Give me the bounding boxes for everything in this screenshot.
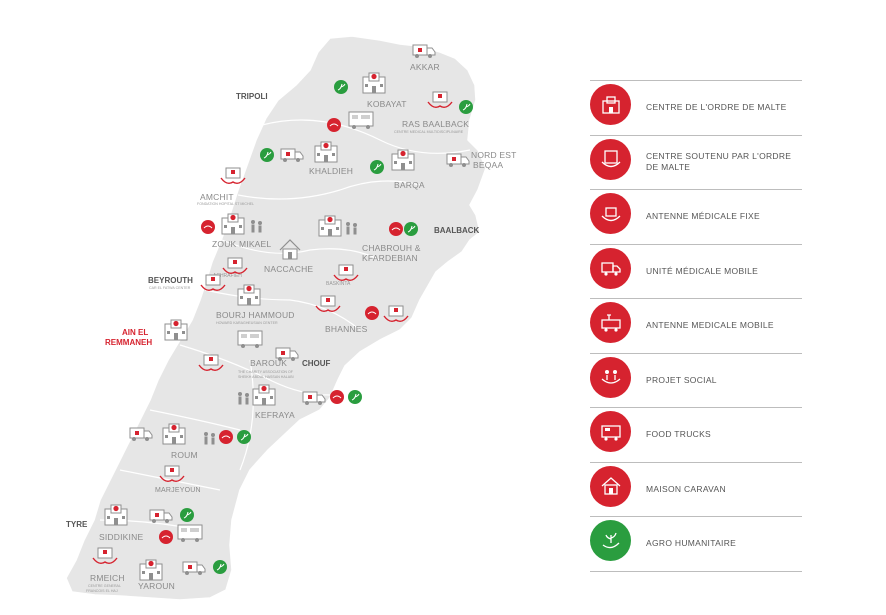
social-project-icon <box>329 389 345 405</box>
social-project-icon <box>218 429 234 445</box>
fixed-antenna-icon <box>220 167 246 185</box>
location-amchit: AMCHIT <box>200 192 234 202</box>
location-kobayat: KOBAYAT <box>367 99 407 109</box>
region-label-beyrouth: BEYROUTH <box>148 276 193 285</box>
house-icon <box>590 465 631 507</box>
location-chabrouh: CHABROUH & <box>362 243 421 253</box>
agro-icon <box>259 147 275 163</box>
location-rmeich-sub-1: CENTRE GENERAL <box>88 584 121 588</box>
legend-item: ANTENNE MÉDICALE FIXE <box>590 189 802 244</box>
social-project-icon <box>158 529 174 545</box>
region-label-tripoli: TRIPOLI <box>236 92 268 101</box>
location-amchit-sub: FONDATION HOPITAL ST MICHEL <box>197 202 254 206</box>
mobile-antenna-icon <box>590 302 631 343</box>
region-label-chouf: CHOUF <box>302 359 331 368</box>
location-yaroun: YAROUN <box>138 581 175 591</box>
agro-icon <box>347 389 363 405</box>
location-akkar: AKKAR <box>410 62 440 72</box>
legend-label: CENTRE SOUTENU PAR L'ORDRE DE MALTE <box>646 151 792 172</box>
legend-item: CENTRE SOUTENU PAR L'ORDRE DE MALTE <box>590 134 802 190</box>
location-siddikine: SIDDIKINE <box>99 532 143 542</box>
fixed-antenna-icon <box>590 193 631 234</box>
location-baskinta: BASKINTA <box>326 281 351 287</box>
social-project-icon <box>590 356 631 398</box>
legend-label: AGRO HUMANITAIRE <box>646 538 737 548</box>
lebanon-map: TRIPOLI BAALBACK BEYROUTH CAR EL FATWA C… <box>65 35 517 601</box>
agro-icon <box>212 559 228 575</box>
location-bhannes: BHANNES <box>325 324 368 334</box>
legend-item: MAISON CARAVAN <box>590 461 802 517</box>
legend-item: ANTENNE MEDICALE MOBILE <box>590 298 802 353</box>
legend-item: UNITÉ MÉDICALE MOBILE <box>590 243 802 299</box>
location-nord-est: NORD EST <box>471 150 517 160</box>
location-marjeyoun: MARJEYOUN <box>155 487 201 494</box>
agro-icon <box>179 507 195 523</box>
legend-label: UNITÉ MÉDICALE MOBILE <box>646 265 759 276</box>
legend-label: ANTENNE MÉDICALE FIXE <box>646 211 760 221</box>
legend-item: CENTRE DE L'ORDRE DE MALTE <box>590 80 802 135</box>
food-truck-icon <box>590 411 631 452</box>
social-project-icon <box>364 305 380 321</box>
agro-icon <box>369 159 385 175</box>
agro-icon <box>590 520 631 561</box>
location-beqaa: BEQAA <box>473 160 503 170</box>
agro-icon <box>333 79 349 95</box>
legend-item: AGRO HUMANITAIRE <box>590 516 802 572</box>
food-truck-icon <box>177 524 203 543</box>
region-label-ain-el: AIN EL <box>122 328 148 337</box>
legend-label: MAISON CARAVAN <box>646 483 726 494</box>
region-sublabel-beyrouth: CAR EL FATWA CENTER <box>149 286 191 290</box>
location-rmeich: RMEICH <box>90 573 125 583</box>
hospital-icon <box>164 319 188 341</box>
agro-icon <box>403 221 419 237</box>
location-barouk-sub-2: SHEIKH ABDUL HASSAN HALABI <box>238 375 294 379</box>
food-truck-icon <box>237 330 263 349</box>
region-label-remmaneh: REMMANEH <box>105 338 152 347</box>
location-ras-baalback: RAS BAALBACK <box>402 119 469 129</box>
location-barouk-sub-1: THE CHARITY ASSOCIATION OF <box>238 370 294 374</box>
legend-item: PROJET SOCIAL <box>590 352 802 408</box>
location-ras-baalback-sub: CENTRE MEDICAL MULTIDISCIPLINAIRE <box>394 130 464 134</box>
lebanon-landmass <box>65 35 487 601</box>
location-roum: ROUM <box>171 450 198 460</box>
legend-label: ANTENNE MEDICALE MOBILE <box>646 320 774 330</box>
legend-label: PROJET SOCIAL <box>646 374 717 385</box>
location-rmeich-sub-2: FRANCOIS EL HAJ <box>86 589 118 593</box>
region-label-tyre: TYRE <box>66 520 88 529</box>
legend: CENTRE DE L'ORDRE DE MALTE CENTRE SOUTENU… <box>590 80 802 572</box>
region-label-baalback: BAALBACK <box>434 226 480 235</box>
food-truck-icon <box>326 117 342 133</box>
social-project-icon <box>388 221 404 237</box>
location-khaldieh: KHALDIEH <box>309 166 353 176</box>
hospital-icon <box>590 84 631 125</box>
location-barqa: BARQA <box>394 180 425 190</box>
social-project-icon <box>200 219 216 235</box>
location-kfardebian: KFARDEBIAN <box>362 253 418 263</box>
location-bourj-hammoud-sub: HOWARD KARAGHEUSIAN CENTER <box>216 321 278 325</box>
location-bourj-hammoud: BOURJ HAMMOUD <box>216 310 295 320</box>
legend-label: CENTRE DE L'ORDRE DE MALTE <box>646 102 787 112</box>
agro-icon <box>458 99 474 115</box>
food-truck-icon <box>348 111 374 130</box>
supported-center-icon <box>590 138 631 180</box>
location-zouk-mikael: ZOUK MIKAEL <box>212 239 271 249</box>
location-barouk: BAROUK <box>250 358 287 368</box>
location-kefraya: KEFRAYA <box>255 410 295 420</box>
legend-item: FOOD TRUCKS <box>590 407 802 462</box>
legend-label: FOOD TRUCKS <box>646 429 712 439</box>
location-achrafieh: ACHRAFIEH <box>213 273 242 279</box>
agro-icon <box>236 429 252 445</box>
location-naccache: NACCACHE <box>264 264 313 274</box>
ambulance-icon <box>590 247 631 289</box>
